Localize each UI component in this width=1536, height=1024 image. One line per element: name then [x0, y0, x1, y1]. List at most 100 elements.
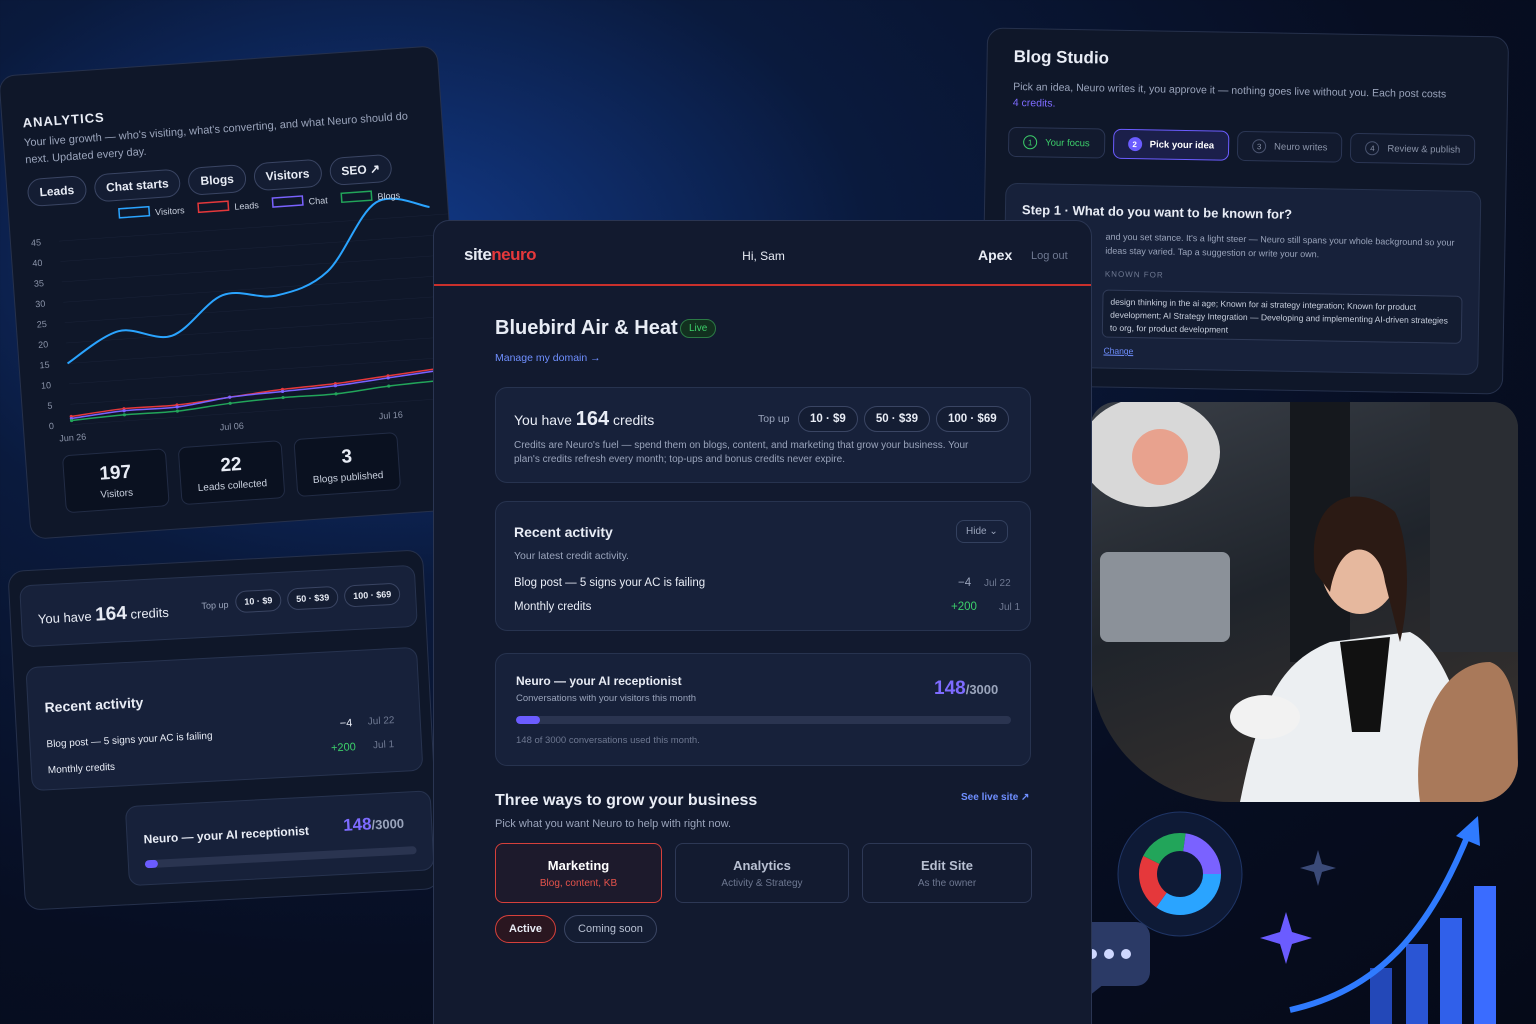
usage-used: 148 — [934, 678, 966, 699]
step-label: Review & publish — [1387, 142, 1461, 156]
x-tick-label: Jun 26 — [59, 432, 87, 444]
change-link[interactable]: Change — [1103, 345, 1134, 357]
topup-button[interactable]: 100 · $69 — [936, 406, 1009, 432]
stat-box: 22 Leads collected — [177, 440, 286, 506]
legend-swatch — [118, 205, 151, 219]
blog-studio-description: Pick an idea, Neuro writes it, you appro… — [1013, 79, 1453, 119]
series-point — [333, 384, 338, 388]
grid-line — [60, 233, 452, 262]
y-tick-label: 0 — [49, 421, 55, 431]
topup-label: Top up — [201, 599, 229, 612]
y-tick-label: 30 — [35, 299, 46, 310]
stat-value: 197 — [98, 461, 132, 485]
usage-bar — [516, 716, 541, 724]
legend-label: Leads — [234, 200, 260, 212]
step-number: 1 — [1023, 135, 1038, 150]
series-point — [387, 384, 391, 388]
photo-patient — [1418, 662, 1518, 802]
photo-equipment — [1100, 552, 1230, 642]
donut-segment — [1139, 833, 1221, 915]
grid-line — [67, 335, 459, 364]
activity-title: Recent activity — [44, 694, 144, 716]
step-label: Neuro writes — [1274, 140, 1328, 153]
step[interactable]: 4 Review & publish — [1350, 132, 1476, 166]
photo-lamp-light — [1132, 429, 1188, 485]
grid-line — [58, 213, 451, 242]
grow-title: Three ways to grow your business — [495, 792, 758, 809]
status-badge: Live — [680, 319, 717, 338]
step-number: 4 — [1365, 141, 1380, 156]
step[interactable]: 3 Neuro writes — [1236, 130, 1343, 163]
activity-date: Jul 22 — [984, 578, 1011, 589]
activity-label: Monthly credits — [514, 601, 592, 613]
photo — [1090, 402, 1518, 802]
receptionist-usage: 1483000 — [934, 678, 998, 700]
activity-date: Jul 1 — [372, 739, 395, 752]
domain-link[interactable]: Manage my domain → — [495, 352, 601, 364]
activity-label: Blog post — 5 signs your AC is failing — [46, 730, 213, 751]
grid-line — [66, 315, 458, 344]
field-value[interactable]: design thinking in the ai age; Known for… — [1101, 289, 1463, 344]
credits-prefix: You have — [514, 412, 572, 428]
topups: 10 · $9 50 · $39 100 · $69 — [798, 406, 1009, 432]
legend-swatch — [197, 200, 230, 214]
grid-line — [70, 376, 462, 405]
mini-activity: Recent activity Blog post — 5 signs your… — [25, 646, 424, 792]
activity-date: Jul 22 — [367, 715, 395, 728]
pill[interactable]: Active — [495, 915, 557, 943]
business-name: Bluebird Air & Heat — [495, 317, 678, 339]
chat-dot — [1121, 949, 1131, 959]
step[interactable]: 1 Your focus — [1007, 126, 1105, 159]
grid-line — [64, 295, 456, 323]
pill[interactable]: Coming soon — [564, 915, 657, 943]
series-point — [228, 401, 232, 405]
stat-label: Visitors — [100, 487, 134, 501]
y-tick-label: 25 — [36, 319, 47, 330]
topup-button[interactable]: 10 · $9 — [798, 406, 858, 432]
grow-option[interactable]: Edit Site As the owner — [862, 843, 1032, 903]
stat-box: 197 Visitors — [61, 448, 170, 514]
mini-credits-text: You have 164 credits — [37, 601, 170, 630]
photo-shape — [1430, 402, 1518, 652]
usage-bar-track — [144, 846, 417, 869]
y-tick-label: 35 — [34, 278, 45, 289]
activity-label: Blog post — 5 signs your AC is failing — [514, 577, 706, 589]
activity-amount: −4 — [958, 577, 972, 589]
series-point — [386, 376, 390, 380]
topup-button[interactable]: 50 · $39 — [863, 406, 931, 432]
activity-label: Monthly credits — [47, 761, 116, 777]
live-site-link[interactable]: See live site ↗ — [961, 792, 1030, 803]
logout[interactable]: Log out — [1031, 250, 1068, 262]
credits-text: You have 164 credits — [514, 408, 654, 431]
legend-swatch — [340, 190, 373, 204]
step-label: Your focus — [1045, 137, 1090, 149]
topup-button[interactable]: 50 · $39 — [286, 585, 339, 611]
grow-option[interactable]: Marketing Blog, content, KB — [495, 843, 662, 903]
hide-button[interactable]: Hide ⌄ — [956, 520, 1008, 543]
deco-bar — [1370, 968, 1392, 1024]
y-tick-label: 45 — [31, 237, 42, 248]
credits-amount: 164 — [94, 602, 128, 626]
mini-topups: 10 · $9 50 · $39 100 · $69 — [234, 582, 401, 614]
y-tick-label: 10 — [41, 380, 52, 391]
topup-button[interactable]: 10 · $9 — [234, 588, 282, 614]
usage-limit: 3000 — [371, 816, 404, 833]
receptionist-usage: 1483000 — [343, 813, 405, 836]
analytics-card: ANALYTICS Your live growth — who's visit… — [0, 45, 470, 540]
grow-option[interactable]: Analytics Activity & Strategy — [675, 843, 849, 903]
grow-subtitle: Pick what you want Neuro to help with ri… — [495, 818, 732, 830]
greeting: Hi, Sam — [742, 249, 785, 263]
step[interactable]: 2 Pick your idea — [1112, 128, 1230, 161]
activity-date: Jul 1 — [999, 602, 1021, 613]
stat-value: 22 — [219, 453, 243, 477]
stat-value: 3 — [340, 446, 353, 468]
legend-label: Visitors — [155, 205, 185, 217]
stat-box: 3 Blogs published — [293, 431, 402, 498]
credits-amount: 164 — [575, 408, 610, 430]
receptionist-subtitle: Conversations with your visitors this mo… — [516, 693, 697, 704]
topup-button[interactable]: 100 · $69 — [343, 582, 401, 608]
series-point — [175, 409, 180, 413]
option-title: Analytics — [733, 858, 791, 873]
series-line — [71, 367, 441, 418]
